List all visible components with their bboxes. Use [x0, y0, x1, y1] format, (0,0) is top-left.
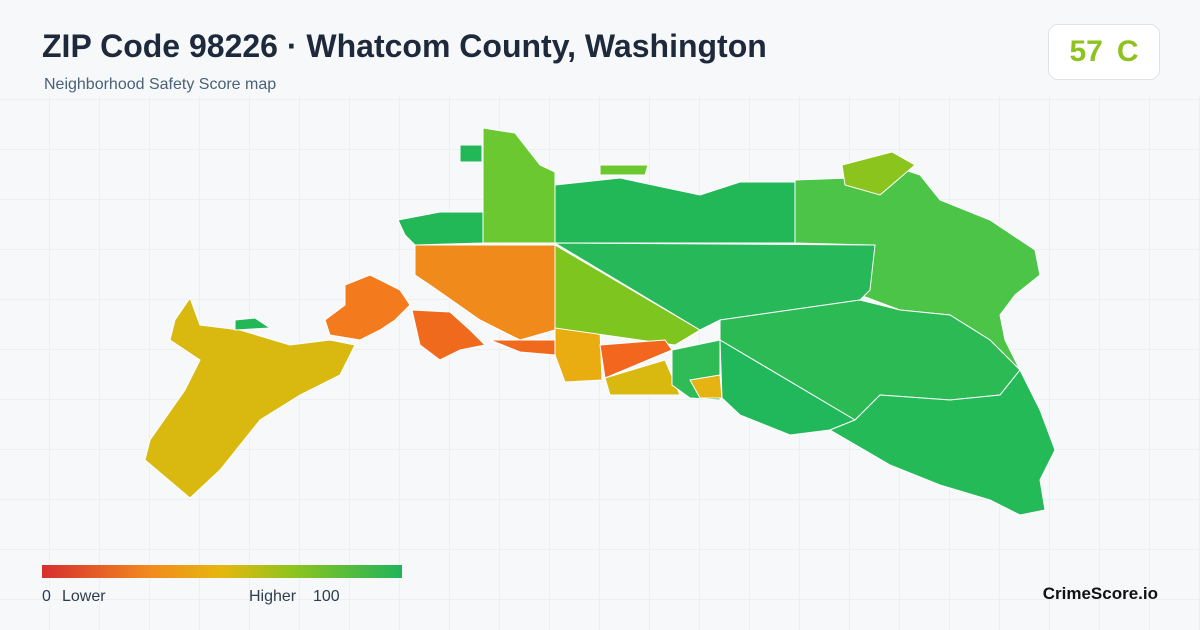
- legend-max: 100: [313, 588, 340, 605]
- legend-min-label: Lower: [62, 588, 106, 605]
- legend-gradient: [42, 565, 402, 578]
- legend-min: 0: [42, 588, 51, 605]
- neighborhoods: [144, 127, 1056, 516]
- brand: CrimeScore.io: [1042, 584, 1158, 603]
- title: ZIP Code 98226 · Whatcom County, Washing…: [42, 28, 767, 64]
- subtitle: Neighborhood Safety Score map: [44, 76, 277, 93]
- legend-max-label: Higher: [249, 588, 297, 605]
- score-box: 57 C: [1048, 24, 1160, 80]
- score-value: 57: [1069, 35, 1103, 68]
- score-grade: C: [1116, 35, 1139, 68]
